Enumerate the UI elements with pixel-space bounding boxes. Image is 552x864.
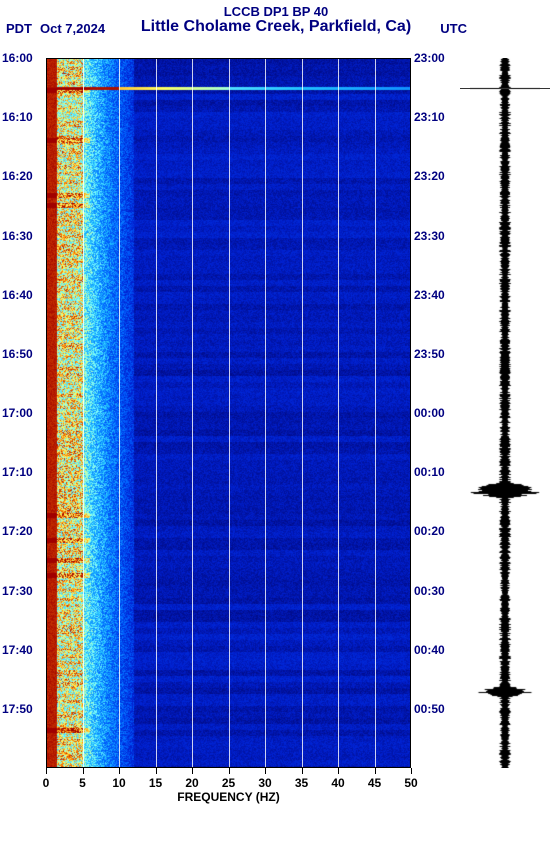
utc-time-label: 23:50 <box>414 347 445 361</box>
timezone-right-label: UTC <box>440 21 467 36</box>
spectrogram-canvas <box>46 58 411 768</box>
pdt-time-label: 17:40 <box>2 643 33 657</box>
x-tick-label: 40 <box>331 776 344 790</box>
x-tick-label: 15 <box>149 776 162 790</box>
utc-time-label: 23:10 <box>414 110 445 124</box>
utc-time-label: 23:00 <box>414 51 445 65</box>
x-tick-label: 35 <box>295 776 308 790</box>
x-tick <box>229 768 230 774</box>
waveform-event-marker <box>460 88 550 89</box>
pdt-time-label: 17:00 <box>2 406 33 420</box>
pdt-time-label: 17:20 <box>2 524 33 538</box>
x-tick <box>156 768 157 774</box>
utc-time-label: 00:10 <box>414 465 445 479</box>
waveform-panel <box>470 58 540 768</box>
utc-time-label: 23:20 <box>414 169 445 183</box>
pdt-time-label: 16:10 <box>2 110 33 124</box>
x-tick <box>46 768 47 774</box>
x-tick-label: 50 <box>404 776 417 790</box>
chart-header: LCCB DP1 BP 40 <box>0 4 552 19</box>
pdt-time-label: 16:40 <box>2 288 33 302</box>
pdt-time-label: 17:30 <box>2 584 33 598</box>
pdt-time-label: 16:20 <box>2 169 33 183</box>
x-tick <box>411 768 412 774</box>
x-tick-label: 5 <box>79 776 86 790</box>
utc-time-label: 00:20 <box>414 524 445 538</box>
x-tick <box>265 768 266 774</box>
station-name: Little Cholame Creek, Parkfield, Ca) <box>0 18 552 36</box>
frequency-axis-ticks: 05101520253035404550 <box>46 768 411 788</box>
pdt-time-label: 17:10 <box>2 465 33 479</box>
utc-time-label: 00:30 <box>414 584 445 598</box>
utc-time-label: 00:00 <box>414 406 445 420</box>
utc-time-label: 23:40 <box>414 288 445 302</box>
title-line-1: LCCB DP1 BP 40 <box>0 4 552 19</box>
x-tick <box>192 768 193 774</box>
waveform-canvas <box>470 58 540 768</box>
pdt-time-label: 17:50 <box>2 702 33 716</box>
utc-time-label: 23:30 <box>414 229 445 243</box>
x-tick-label: 25 <box>222 776 235 790</box>
pdt-time-label: 16:50 <box>2 347 33 361</box>
frequency-axis-label: FREQUENCY (HZ) <box>46 790 411 804</box>
x-tick <box>83 768 84 774</box>
x-tick-label: 0 <box>43 776 50 790</box>
x-tick-label: 45 <box>368 776 381 790</box>
title-line-2: Little Cholame Creek, Parkfield, Ca) <box>141 18 411 35</box>
x-tick <box>375 768 376 774</box>
utc-time-axis: 23:0023:1023:2023:3023:4023:5000:0000:10… <box>414 58 456 768</box>
utc-time-label: 00:50 <box>414 702 445 716</box>
x-tick <box>119 768 120 774</box>
x-tick <box>302 768 303 774</box>
utc-time-label: 00:40 <box>414 643 445 657</box>
x-tick-label: 20 <box>185 776 198 790</box>
pdt-time-label: 16:30 <box>2 229 33 243</box>
x-tick-label: 30 <box>258 776 271 790</box>
x-tick-label: 10 <box>112 776 125 790</box>
pdt-time-axis: 16:0016:1016:2016:3016:4016:5017:0017:10… <box>2 58 44 768</box>
pdt-time-label: 16:00 <box>2 51 33 65</box>
x-tick <box>338 768 339 774</box>
spectrogram-panel <box>46 58 411 768</box>
